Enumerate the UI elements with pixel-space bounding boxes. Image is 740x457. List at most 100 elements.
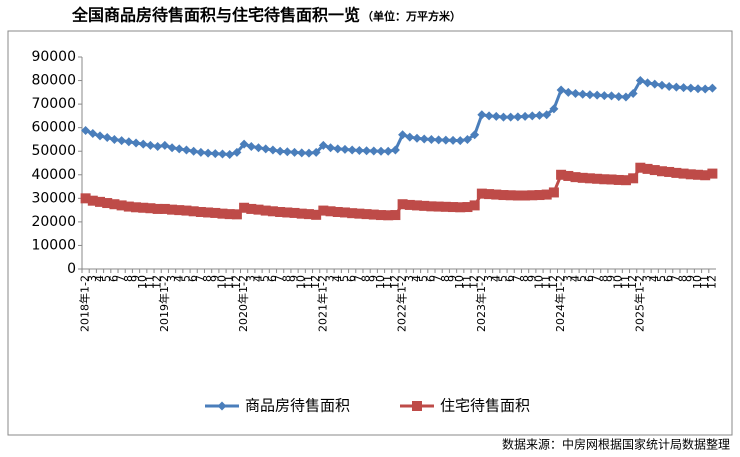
point bbox=[217, 149, 227, 159]
point bbox=[131, 202, 142, 213]
point bbox=[664, 166, 675, 177]
source-note: 数据来源：中房网根据国家统计局数据整理 bbox=[502, 437, 730, 452]
x-tick-label: 10 bbox=[691, 275, 704, 289]
point bbox=[707, 168, 718, 179]
x-tick-label: 5 bbox=[179, 275, 192, 282]
x-tick-label: 3 bbox=[641, 275, 654, 282]
point bbox=[203, 148, 213, 158]
point bbox=[484, 111, 494, 121]
point bbox=[498, 112, 508, 122]
x-tick-label: 6 bbox=[504, 275, 517, 282]
x-tick-label: 11 bbox=[698, 275, 711, 289]
point bbox=[81, 125, 91, 135]
point bbox=[607, 91, 617, 101]
point bbox=[419, 134, 429, 144]
point bbox=[80, 193, 91, 204]
point bbox=[340, 144, 350, 154]
point bbox=[210, 207, 221, 218]
x-tick-label: 11 bbox=[540, 275, 553, 289]
point bbox=[131, 138, 141, 148]
point bbox=[441, 135, 451, 145]
point bbox=[433, 201, 444, 212]
x-tick-label: 2021年1-2 bbox=[315, 275, 329, 332]
x-tick-label: 7 bbox=[194, 275, 207, 282]
point bbox=[484, 189, 495, 200]
point bbox=[621, 92, 631, 102]
point bbox=[541, 189, 552, 200]
y-tick-label: 50000 bbox=[31, 143, 76, 159]
point bbox=[88, 129, 98, 139]
point bbox=[455, 136, 465, 146]
point bbox=[671, 167, 682, 178]
point bbox=[650, 79, 660, 89]
point bbox=[318, 140, 328, 150]
point bbox=[405, 132, 415, 142]
x-tick-label: 11 bbox=[223, 275, 236, 289]
x-tick-label: 12 bbox=[309, 275, 322, 289]
point bbox=[678, 168, 689, 179]
point bbox=[383, 146, 393, 156]
x-tick-label: 5 bbox=[576, 275, 589, 282]
point bbox=[339, 207, 350, 218]
point bbox=[203, 207, 214, 218]
x-tick-label: 9 bbox=[367, 275, 380, 282]
x-tick-label: 9 bbox=[208, 275, 221, 282]
point bbox=[649, 165, 660, 176]
x-tick-label: 6 bbox=[107, 275, 120, 282]
x-tick-label: 3 bbox=[482, 275, 495, 282]
point bbox=[362, 146, 372, 156]
point bbox=[290, 147, 300, 157]
point bbox=[448, 135, 458, 145]
point bbox=[469, 200, 480, 211]
point bbox=[462, 134, 472, 144]
point bbox=[620, 175, 631, 186]
point bbox=[491, 189, 502, 200]
point bbox=[448, 202, 459, 213]
x-tick-label: 5 bbox=[496, 275, 509, 282]
point bbox=[571, 89, 581, 99]
point bbox=[534, 110, 544, 120]
x-tick-label: 8 bbox=[677, 275, 690, 282]
x-tick-label: 6 bbox=[424, 275, 437, 282]
point bbox=[159, 203, 170, 214]
x-tick-label: 8 bbox=[360, 275, 373, 282]
x-tick-label: 2019年1-2 bbox=[157, 275, 171, 332]
point bbox=[116, 200, 127, 211]
x-tick-label: 12 bbox=[388, 275, 401, 289]
x-tick-label: 4 bbox=[410, 275, 423, 282]
x-tick-label: 5 bbox=[338, 275, 351, 282]
x-tick-label: 3 bbox=[86, 275, 99, 282]
point bbox=[225, 150, 235, 160]
point bbox=[347, 208, 358, 219]
x-tick-label: 2025年1-2 bbox=[632, 275, 646, 332]
point bbox=[289, 207, 300, 218]
point bbox=[167, 143, 177, 153]
x-tick-label: 3 bbox=[324, 275, 337, 282]
point bbox=[477, 110, 487, 120]
point bbox=[369, 146, 379, 156]
y-tick-label: 10000 bbox=[31, 237, 76, 253]
point bbox=[440, 201, 451, 212]
x-tick-label: 12 bbox=[468, 275, 481, 289]
point bbox=[476, 188, 487, 199]
x-tick-label: 5 bbox=[259, 275, 272, 282]
point bbox=[404, 199, 415, 210]
point bbox=[152, 203, 163, 214]
point bbox=[217, 208, 228, 219]
point bbox=[434, 135, 444, 145]
point bbox=[117, 136, 127, 146]
point bbox=[332, 206, 343, 217]
point bbox=[95, 196, 106, 207]
point bbox=[563, 87, 573, 97]
x-tick-label: 11 bbox=[460, 275, 473, 289]
point bbox=[138, 139, 148, 149]
point bbox=[368, 209, 379, 220]
point bbox=[570, 172, 581, 183]
point bbox=[491, 111, 501, 121]
x-tick-label: 7 bbox=[432, 275, 445, 282]
x-tick-label: 4 bbox=[93, 275, 106, 282]
x-tick-label: 6 bbox=[345, 275, 358, 282]
point bbox=[303, 209, 314, 220]
point bbox=[390, 210, 401, 221]
x-tick-label: 7 bbox=[273, 275, 286, 282]
